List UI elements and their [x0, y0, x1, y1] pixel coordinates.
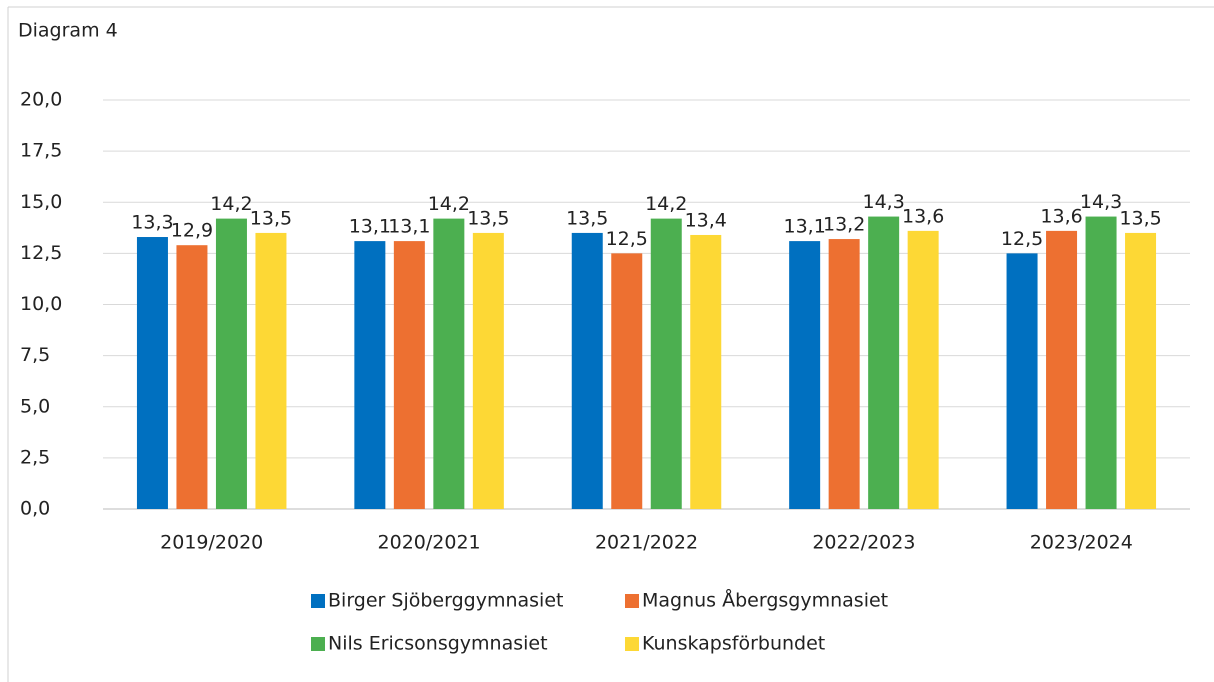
y-tick-label: 7,5 — [20, 344, 50, 366]
chart-title: Diagram 4 — [18, 20, 118, 42]
bar — [215, 218, 247, 510]
data-label: 13,1 — [783, 216, 825, 238]
data-label: 13,5 — [1119, 207, 1161, 229]
data-label: 14,3 — [1080, 191, 1122, 213]
x-tick-label: 2020/2021 — [378, 532, 481, 554]
legend-label: Nils Ericsonsgymnasiet — [328, 633, 548, 655]
data-label: 13,3 — [131, 212, 173, 234]
x-tick-label: 2022/2023 — [812, 532, 915, 554]
bar — [472, 232, 504, 510]
data-label: 14,2 — [428, 193, 470, 215]
bar — [571, 232, 603, 510]
y-tick-label: 2,5 — [20, 446, 50, 468]
data-label: 13,1 — [349, 216, 391, 238]
y-tick-label: 15,0 — [20, 191, 62, 213]
y-tick-label: 5,0 — [20, 395, 50, 417]
y-tick-label: 0,0 — [20, 498, 50, 520]
legend-label: Kunskapsförbundet — [642, 633, 825, 655]
bar — [868, 216, 900, 509]
data-label: 13,6 — [902, 205, 944, 227]
data-label: 14,2 — [645, 193, 687, 215]
data-label: 14,2 — [210, 193, 252, 215]
bar — [176, 245, 208, 509]
bar — [828, 239, 860, 509]
bar — [136, 237, 168, 509]
data-label: 12,9 — [171, 220, 213, 242]
bar — [907, 230, 939, 509]
bar — [789, 241, 821, 510]
bar — [611, 253, 643, 509]
data-label: 13,5 — [250, 207, 292, 229]
data-label: 12,5 — [606, 228, 648, 250]
legend-label: Birger Sjöberggymnasiet — [328, 590, 563, 612]
y-tick-label: 12,5 — [20, 242, 62, 264]
legend-swatch — [311, 594, 325, 608]
y-tick-label: 20,0 — [20, 89, 62, 111]
legend-swatch — [625, 594, 639, 608]
data-label: 12,5 — [1001, 228, 1043, 250]
bar — [433, 218, 465, 510]
x-tick-label: 2023/2024 — [1030, 532, 1133, 554]
data-label: 13,2 — [823, 214, 865, 236]
legend-swatch — [311, 637, 325, 651]
bar — [1006, 253, 1038, 509]
bar — [690, 234, 722, 509]
x-tick-label: 2021/2022 — [595, 532, 698, 554]
legend-swatch — [625, 637, 639, 651]
bar — [1085, 216, 1117, 509]
bar — [354, 241, 386, 510]
y-tick-label: 10,0 — [20, 293, 62, 315]
data-label: 13,6 — [1040, 205, 1082, 227]
data-label: 13,1 — [388, 216, 430, 238]
x-tick-label: 2019/2020 — [160, 532, 263, 554]
bar — [393, 241, 425, 510]
data-label: 14,3 — [862, 191, 904, 213]
bar — [1125, 232, 1157, 510]
bar — [255, 232, 287, 510]
legend-label: Magnus Åbergsgymnasiet — [642, 589, 888, 612]
y-tick-label: 17,5 — [20, 140, 62, 162]
bar — [1046, 230, 1078, 509]
data-label: 13,5 — [566, 207, 608, 229]
data-label: 13,5 — [467, 207, 509, 229]
bar — [650, 218, 682, 510]
data-label: 13,4 — [685, 209, 727, 231]
